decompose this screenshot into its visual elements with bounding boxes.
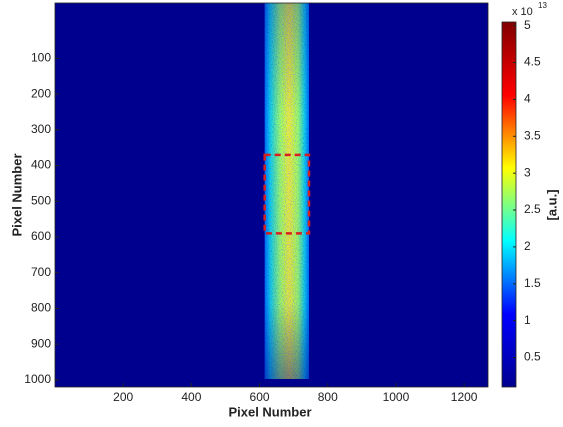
colorbar-tick-label: 1 <box>524 313 531 327</box>
y-tick-label: 1000 <box>24 372 51 386</box>
colorbar-tick-label: 3.5 <box>524 128 541 142</box>
colorbar-tick-label: 4 <box>524 92 531 106</box>
colorbar-tick-label: 2 <box>524 239 531 253</box>
x-tick-label: 1200 <box>451 390 478 404</box>
y-tick-label: 700 <box>31 265 51 279</box>
colorbar-multiplier: x 10 <box>512 6 533 18</box>
x-axis-label: Pixel Number <box>228 404 311 419</box>
plot-frame <box>54 2 489 388</box>
colorbar-label: [a.u.] <box>544 189 559 220</box>
roi-box <box>263 153 311 235</box>
colorbar-tick-label: 5 <box>524 18 531 32</box>
x-tick-label: 400 <box>181 390 201 404</box>
y-tick-label: 400 <box>31 158 51 172</box>
colorbar-tick-label: 1.5 <box>524 276 541 290</box>
y-tick-label: 800 <box>31 301 51 315</box>
colorbar <box>501 21 517 388</box>
y-tick-label: 200 <box>31 86 51 100</box>
colorbar-tick-label: 4.5 <box>524 55 541 69</box>
y-axis-label: Pixel Number <box>9 153 24 236</box>
y-tick-label: 600 <box>31 229 51 243</box>
x-tick-label: 800 <box>318 390 338 404</box>
y-tick-label: 100 <box>31 51 51 65</box>
x-tick-label: 200 <box>113 390 133 404</box>
colorbar-tick-label: 3 <box>524 165 531 179</box>
beam-fade <box>264 3 310 379</box>
x-tick-label: 600 <box>250 390 270 404</box>
y-tick-label: 500 <box>31 193 51 207</box>
y-tick-label: 900 <box>31 336 51 350</box>
colorbar-power: 13 <box>538 1 547 10</box>
x-tick-label: 1000 <box>383 390 410 404</box>
colorbar-tick-label: 2.5 <box>524 202 541 216</box>
colorbar-tick-label: 0.5 <box>524 350 541 364</box>
y-tick-label: 300 <box>31 122 51 136</box>
